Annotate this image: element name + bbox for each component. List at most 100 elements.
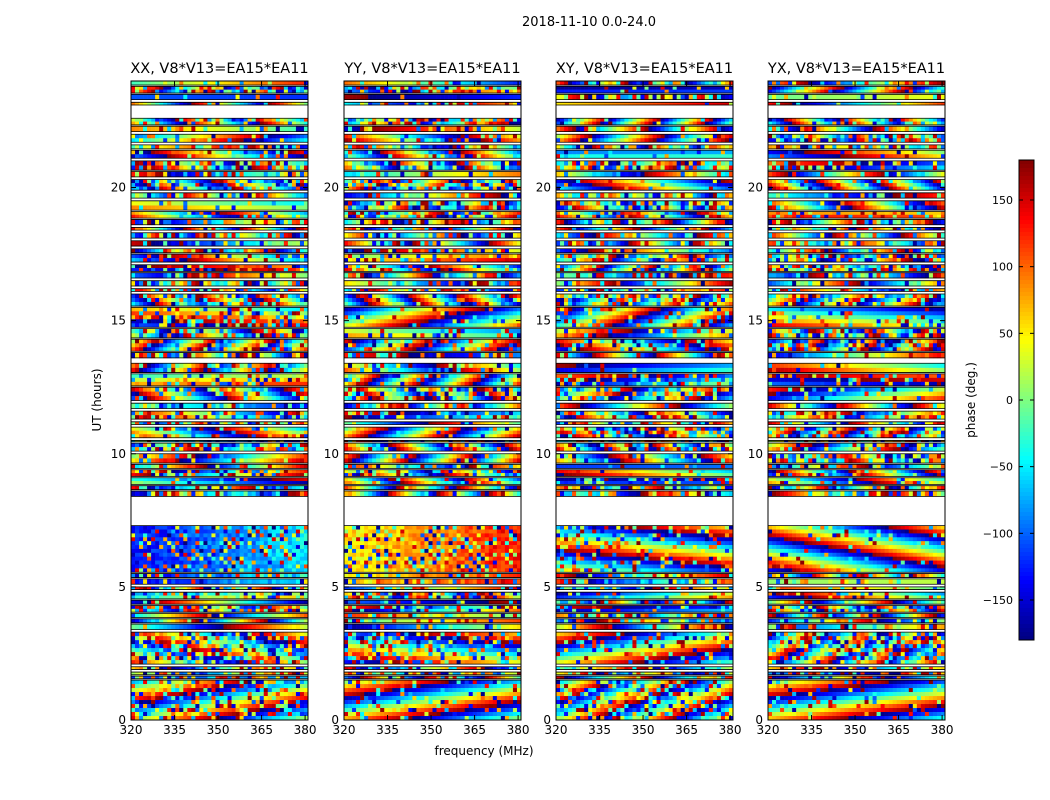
phase-cell (167, 568, 172, 573)
phase-cell (247, 171, 252, 178)
phase-cell (211, 632, 216, 637)
phase-cell (283, 595, 289, 600)
phase-cell (303, 632, 309, 637)
phase-cell (231, 564, 236, 569)
phase-cell (151, 254, 156, 259)
phase-cell (279, 652, 285, 657)
phase-cell (207, 347, 212, 352)
phase-cell (231, 473, 236, 477)
phase-cell (279, 666, 285, 670)
phase-cell (187, 618, 192, 624)
phase-cell (143, 192, 148, 199)
phase-cell (175, 666, 180, 670)
phase-cell (203, 227, 208, 231)
phase-cell (135, 171, 140, 178)
phase-cell (167, 160, 172, 166)
phase-cell (179, 592, 184, 596)
phase-cell (235, 377, 240, 383)
phase-cell (267, 387, 273, 392)
phase-cell (239, 600, 244, 605)
phase-cell (291, 477, 297, 482)
phase-cell (279, 373, 285, 379)
phase-cell (143, 548, 148, 554)
phase-cell (131, 150, 136, 155)
phase-cell (135, 568, 140, 573)
phase-cell (219, 632, 224, 637)
phase-cell (267, 656, 273, 661)
phase-cell (271, 464, 277, 469)
phase-cell (135, 248, 140, 254)
phase-cell (167, 529, 172, 534)
phase-cell (147, 652, 152, 657)
phase-cell (243, 154, 248, 159)
phase-cell (199, 473, 204, 477)
phase-cell (295, 613, 301, 618)
phase-cell (247, 640, 252, 645)
phase-cell (211, 186, 216, 191)
phase-cell (139, 485, 144, 490)
phase-cell (187, 708, 192, 713)
phase-cell (183, 200, 188, 206)
phase-cell (167, 696, 172, 701)
phase-cell (187, 624, 192, 630)
phase-cell (151, 525, 156, 530)
phase-cell (239, 708, 244, 713)
phase-cell (303, 352, 309, 359)
phase-cell (267, 464, 273, 469)
phase-cell (211, 363, 216, 369)
phase-cell (287, 541, 293, 546)
phase-cell (199, 443, 204, 448)
phase-cell (259, 545, 265, 550)
phase-cell (207, 696, 212, 701)
phase-cell (147, 648, 152, 653)
phase-cell (163, 464, 168, 469)
phase-cell (271, 613, 277, 618)
phase-cell (143, 481, 148, 485)
phase-cell (271, 352, 277, 359)
phase-cell (299, 272, 305, 279)
phase-cell (223, 644, 228, 649)
phase-cell (247, 352, 252, 359)
phase-cell (179, 680, 184, 685)
phase-cell (299, 545, 305, 550)
phase-cell (207, 144, 212, 150)
phase-cell (207, 258, 212, 263)
phase-cell (231, 586, 236, 590)
phase-cell (143, 421, 148, 425)
phase-cell (283, 640, 289, 645)
phase-cell (303, 712, 309, 717)
phase-cell (303, 254, 309, 259)
phase-cell (287, 485, 293, 490)
phase-cell (295, 541, 301, 546)
phase-cell (143, 268, 148, 272)
phase-cell (167, 272, 172, 279)
phase-cell (183, 268, 188, 272)
phase-cell (171, 613, 176, 618)
phase-cell (223, 373, 228, 379)
phase-cell (255, 586, 261, 590)
phase-cell (295, 352, 301, 359)
phase-cell (187, 605, 192, 610)
phase-cell (163, 186, 168, 191)
phase-cell (203, 297, 208, 303)
phase-cell (243, 272, 248, 279)
phase-cell (295, 618, 301, 624)
phase-cell (235, 219, 240, 226)
phase-cell (239, 403, 244, 409)
phase-cell (243, 352, 248, 359)
phase-cell (211, 248, 216, 254)
phase-cell (203, 525, 208, 530)
phase-cell (171, 323, 176, 328)
phase-cell (215, 211, 220, 216)
phase-cell (203, 343, 208, 348)
phase-cell (183, 391, 188, 397)
phase-cell (271, 150, 277, 155)
phase-cell (167, 586, 172, 590)
phase-cell (159, 447, 164, 452)
phase-cell (211, 481, 216, 485)
phase-cell (287, 613, 293, 618)
phase-cell (199, 415, 204, 420)
phase-cell (191, 458, 196, 464)
phase-cell (259, 347, 265, 352)
phase-cell (271, 676, 277, 680)
